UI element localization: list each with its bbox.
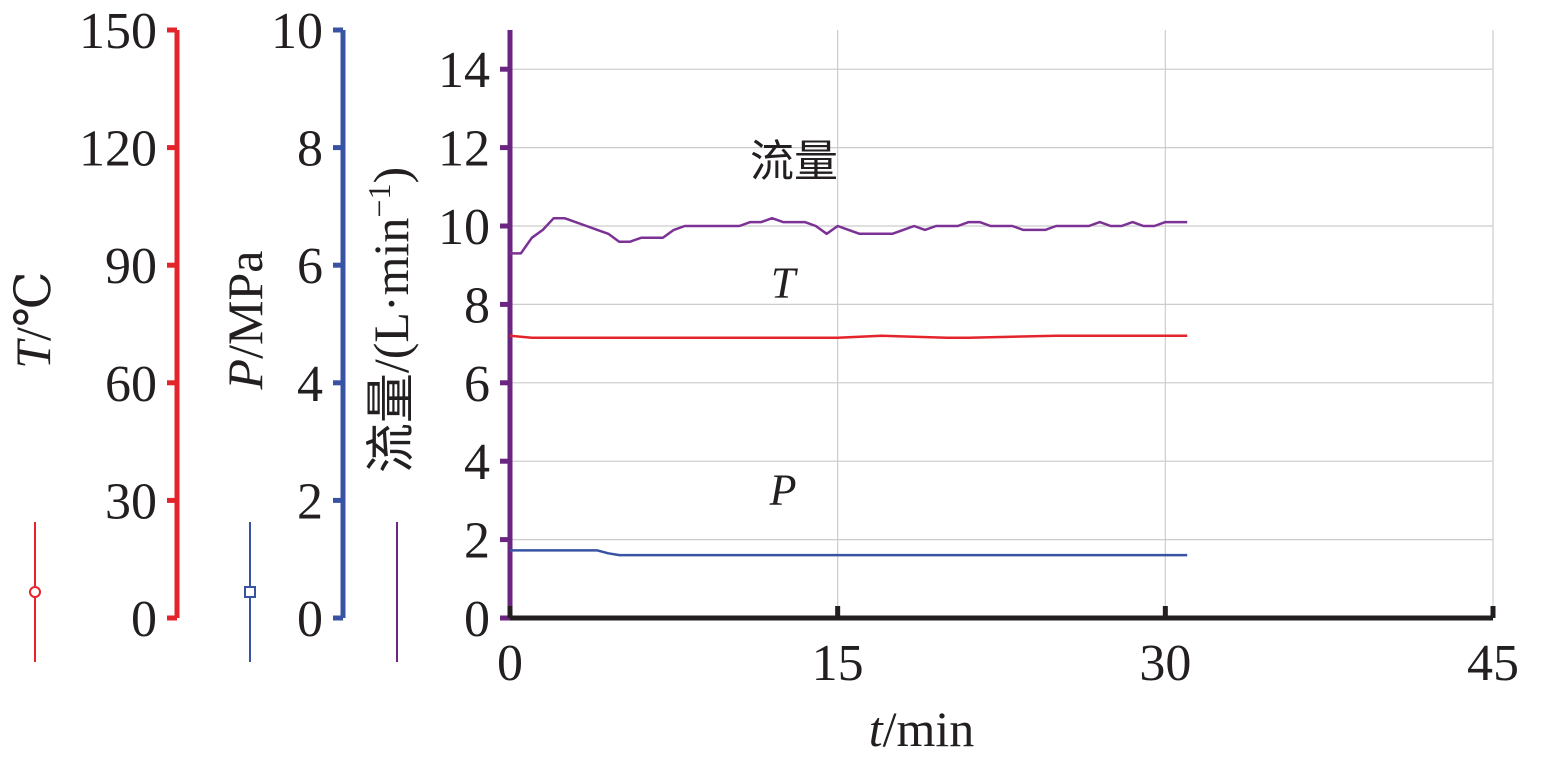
x-tick-label: 0: [497, 635, 523, 692]
x-tick-label: 15: [812, 635, 864, 692]
pressure-tick-label: 0: [297, 591, 323, 648]
flow-tick-label: 4: [464, 434, 490, 491]
flow-tick-label: 12: [438, 121, 490, 178]
flow-tick-label: 14: [438, 42, 490, 99]
axes: 0 30 60 90 120 150 0 2 4 6 8 10 0 2 4 6 8 10 12 14 0 15 30 45: [79, 3, 1519, 692]
temperature-tick-label: 120: [79, 121, 157, 178]
grid-lines: [510, 30, 1494, 618]
pressure-legend-square-marker: [244, 586, 256, 598]
series-lines: [509, 216, 1188, 557]
temperature-axis-title: T/℃: [5, 271, 61, 369]
x-axis-title: t/min: [869, 701, 975, 757]
temperature-legend-circle-marker: [29, 586, 41, 598]
series-line-temperature: [509, 334, 1188, 339]
flow-tick-label: 2: [464, 513, 490, 570]
labels: t/min T/℃ P/MPa 流量/(L·min−1) 流量 T P: [5, 137, 974, 757]
pressure-tick-label: 4: [297, 356, 323, 413]
pressure-axis-title: P/MPa: [217, 251, 273, 391]
temperature-tick-label: 90: [105, 238, 157, 295]
axis-legend-markers: [29, 522, 398, 662]
pressure-tick-label: 2: [297, 473, 323, 530]
series-line-pressure: [510, 549, 1188, 557]
temperature-tick-label: 30: [105, 473, 157, 530]
x-tick-label: 30: [1139, 635, 1191, 692]
flow-axis-title: 流量/(L·min−1): [361, 167, 419, 473]
temperature-tick-label: 0: [131, 591, 157, 648]
pressure-tick-label: 10: [271, 3, 323, 60]
series-line-flow: [510, 216, 1188, 255]
flow-tick-label: 6: [464, 356, 490, 413]
flow-tick-label: 10: [438, 199, 490, 256]
x-tick-label: 45: [1467, 635, 1519, 692]
temperature-tick-label: 150: [79, 3, 157, 60]
pressure-tick-label: 6: [297, 238, 323, 295]
series-label-pressure: P: [769, 465, 797, 514]
series-label-temperature: T: [771, 259, 799, 308]
flow-tick-label: 0: [464, 591, 490, 648]
series-label-flow: 流量: [750, 137, 838, 186]
flow-tick-label: 8: [464, 277, 490, 334]
temperature-tick-label: 60: [105, 356, 157, 413]
pressure-tick-label: 8: [297, 121, 323, 178]
